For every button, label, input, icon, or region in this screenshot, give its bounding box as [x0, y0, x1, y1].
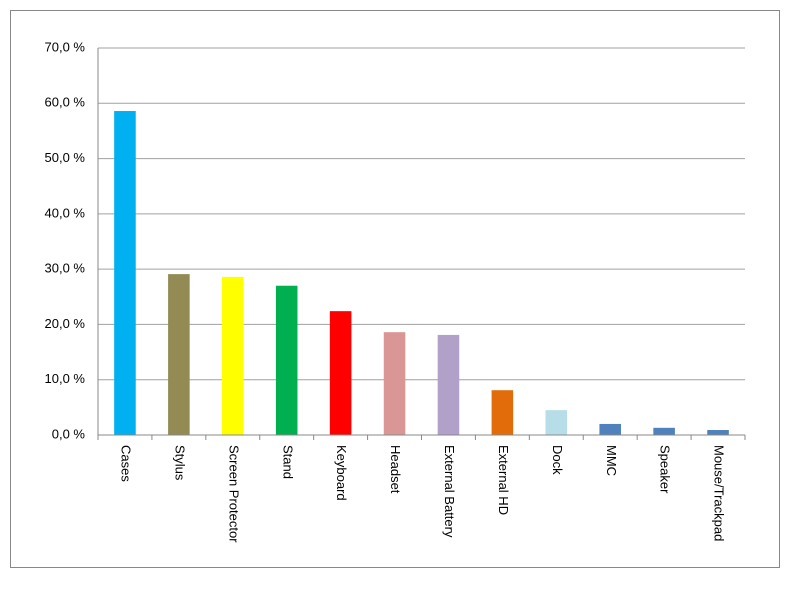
x-tick-label: External Battery [442, 445, 457, 538]
x-tick-label: External HD [496, 445, 511, 515]
bar [329, 311, 352, 435]
x-tick-label: Headset [388, 445, 403, 494]
x-tick-label: Stylus [172, 445, 187, 481]
bar [222, 276, 244, 435]
bar [383, 332, 406, 435]
bar [437, 334, 460, 435]
y-tick-label: 20,0 % [45, 316, 86, 331]
x-tick-label: Speaker [658, 445, 673, 494]
y-tick-label: 0,0 % [52, 426, 86, 441]
y-tick-label: 70,0 % [45, 39, 86, 54]
x-tick-label: Dock [550, 445, 565, 475]
x-tick-label: Cases [119, 445, 134, 482]
x-tick-label: Stand [280, 445, 295, 479]
bar [114, 111, 136, 436]
bar [653, 427, 675, 435]
bar [707, 430, 729, 435]
bar [491, 390, 514, 435]
bar [168, 274, 190, 435]
bar [275, 285, 298, 435]
x-tick-label: MMC [604, 445, 619, 476]
bar [599, 423, 621, 435]
bar [545, 410, 568, 435]
x-tick-label: Screen Protector [226, 445, 241, 543]
y-tick-label: 10,0 % [45, 371, 86, 386]
y-tick-label: 50,0 % [45, 150, 86, 165]
x-tick-label: Keyboard [334, 445, 349, 501]
x-tick-label: Mouse/Trackpad [712, 445, 727, 541]
y-tick-label: 30,0 % [45, 261, 86, 276]
y-tick-label: 40,0 % [45, 205, 86, 220]
y-tick-label: 60,0 % [45, 95, 86, 110]
